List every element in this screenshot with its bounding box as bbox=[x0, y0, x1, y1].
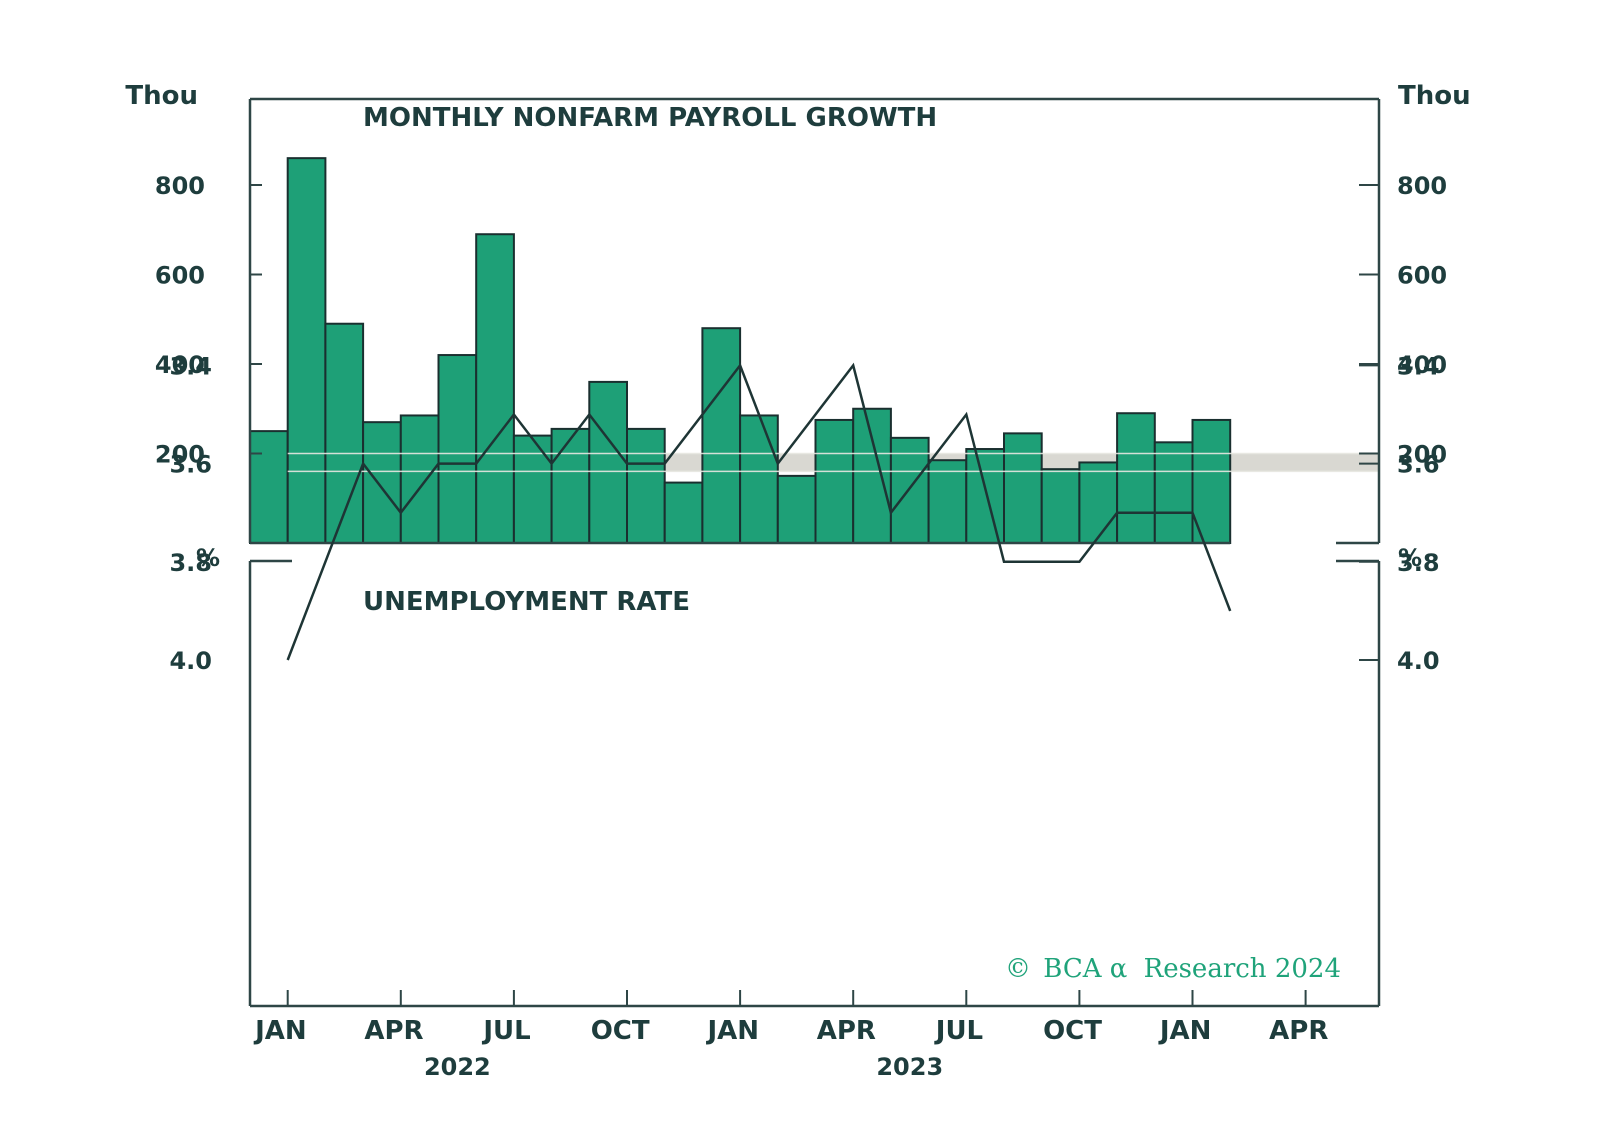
unemployment-line-layer bbox=[286, 362, 1232, 661]
unemployment-ytick-label-left: 3.4 bbox=[169, 352, 212, 380]
payroll-bar bbox=[1153, 441, 1194, 544]
unemployment-ytick-label-left: 4.0 bbox=[169, 647, 212, 675]
x-year-label: 2023 bbox=[876, 1053, 943, 1081]
payroll-bar bbox=[437, 354, 478, 544]
payroll-bar bbox=[249, 430, 289, 544]
unemployment-y-ticks: 3.4 3.4 3.6 3.6 3.8 3.8 4.0 4.0 bbox=[169, 352, 1439, 675]
payroll-bar bbox=[626, 427, 666, 545]
payroll-ytick-label-right: 400 bbox=[1397, 351, 1447, 379]
x-month-label: APR bbox=[1269, 1016, 1328, 1046]
x-month-label: OCT bbox=[1043, 1016, 1102, 1046]
payroll-title: MONTHLY NONFARM PAYROLL GROWTH bbox=[363, 103, 937, 133]
unemployment-ytick-label-right: 3.6 bbox=[1397, 451, 1440, 479]
payroll-bar bbox=[776, 474, 817, 544]
x-month-label: JUL bbox=[481, 1016, 530, 1046]
payroll-bar bbox=[701, 327, 742, 545]
payroll-bar bbox=[362, 421, 402, 544]
payroll-bar bbox=[399, 414, 440, 544]
unemployment-panel: 3.4 3.4 3.6 3.6 3.8 3.8 4.0 4.0 UNEMPLOYMENT RA… bbox=[169, 352, 1440, 1008]
payroll-bar bbox=[512, 434, 553, 545]
unemployment-ytick-label-left: 3.8 bbox=[169, 549, 212, 577]
payroll-frame bbox=[248, 97, 1381, 545]
x-month-label: APR bbox=[364, 1016, 423, 1046]
watermark-brand: BCA bbox=[1043, 954, 1102, 984]
payroll-bar bbox=[1116, 412, 1156, 544]
unemployment-ytick-label-right: 4.0 bbox=[1397, 647, 1440, 675]
unemployment-ytick-label-right: 3.8 bbox=[1397, 549, 1440, 577]
x-month-label: JAN bbox=[705, 1016, 759, 1046]
payroll-bar bbox=[475, 233, 515, 544]
unemployment-frame bbox=[248, 559, 1381, 1008]
payroll-bar bbox=[1003, 432, 1043, 544]
x-month-label: JAN bbox=[1158, 1016, 1212, 1046]
payroll-bar bbox=[814, 418, 855, 544]
payroll-bar bbox=[739, 414, 779, 544]
watermark-alpha: α bbox=[1110, 954, 1128, 984]
payroll-y-ticks: 200 200 400 400 600 600 800 800 bbox=[155, 172, 1447, 469]
payroll-band-lines bbox=[287, 452, 1379, 473]
unemployment-unit-right: % bbox=[1398, 544, 1422, 572]
payroll-bar bbox=[550, 427, 591, 545]
x-month-label: JUL bbox=[934, 1016, 983, 1046]
x-month-label: APR bbox=[817, 1016, 876, 1046]
payroll-bar bbox=[1078, 461, 1119, 545]
payroll-ytick-label-left: 200 bbox=[155, 441, 205, 469]
payroll-bar bbox=[1040, 468, 1081, 545]
payroll-ytick-label-right: 600 bbox=[1397, 262, 1447, 290]
payroll-bar bbox=[889, 436, 930, 544]
payroll-unit-left: Thou bbox=[125, 81, 198, 111]
watermark-text: Research 2024 bbox=[1144, 954, 1341, 984]
payroll-ytick-label-right: 800 bbox=[1397, 172, 1447, 200]
payroll-bar bbox=[965, 448, 1005, 544]
payroll-panel: 200 200 400 400 600 600 800 800 MONTHLY NONFARM… bbox=[125, 81, 1471, 545]
payroll-bar bbox=[588, 380, 628, 544]
payroll-bar bbox=[663, 481, 704, 544]
payroll-ytick-label-left: 400 bbox=[155, 351, 205, 379]
payroll-ytick-label-left: 600 bbox=[155, 262, 205, 290]
x-month-label: OCT bbox=[591, 1016, 650, 1046]
copyright-symbol: © bbox=[1005, 954, 1031, 984]
unemployment-ytick-label-left: 3.6 bbox=[169, 451, 212, 479]
payroll-ytick-label-left: 800 bbox=[155, 172, 205, 200]
unemployment-unit-left: % bbox=[196, 544, 220, 572]
x-month-label: JAN bbox=[253, 1016, 307, 1046]
payroll-bars bbox=[249, 157, 1232, 545]
payroll-ytick-label-right: 200 bbox=[1397, 441, 1447, 469]
payroll-bar bbox=[1191, 418, 1232, 544]
payroll-bar bbox=[852, 407, 892, 544]
unemployment-line bbox=[286, 362, 1232, 661]
x-year-label: 2022 bbox=[424, 1053, 491, 1081]
payroll-unit-right: Thou bbox=[1398, 81, 1471, 111]
unemployment-ytick-label-right: 3.4 bbox=[1397, 352, 1440, 380]
payroll-bar bbox=[927, 459, 968, 544]
watermark: © BCA α Research 2024 bbox=[1005, 954, 1341, 984]
payroll-bar bbox=[286, 157, 327, 544]
unemployment-title: UNEMPLOYMENT RATE bbox=[363, 587, 690, 617]
